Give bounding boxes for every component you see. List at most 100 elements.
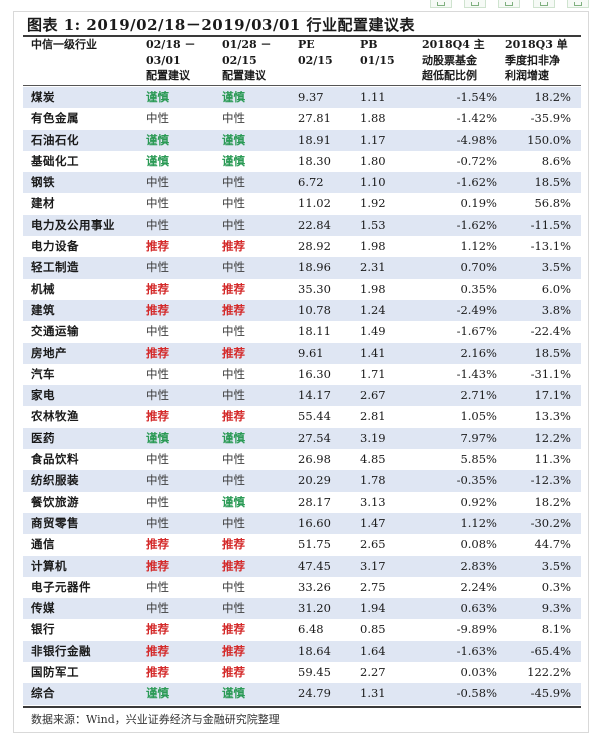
industry-cell: 电子元器件	[31, 579, 91, 594]
toolbar-button-1[interactable]	[430, 0, 453, 8]
pb-cell: 1.31	[360, 686, 386, 701]
rec-current-cell: 中性	[146, 452, 169, 467]
rec-current-cell: 推荐	[146, 239, 169, 254]
rec-current-cell: 中性	[146, 175, 169, 190]
table-row: 石油石化 谨慎 谨慎 18.91 1.17 -4.98% 150.0%	[23, 129, 581, 151]
rec-previous-cell: 推荐	[222, 281, 245, 296]
industry-cell: 钢铁	[31, 175, 55, 190]
pe-cell: 18.11	[298, 324, 331, 339]
profit-growth-cell: 11.3%	[534, 452, 571, 467]
fund-allocation-cell: 1.05%	[460, 409, 497, 424]
industry-cell: 餐饮旅游	[31, 494, 79, 509]
fund-allocation-cell: -9.89%	[456, 622, 497, 637]
rec-previous-cell: 谨慎	[222, 686, 245, 701]
rec-previous-cell: 中性	[222, 324, 245, 339]
profit-growth-cell: 56.8%	[534, 196, 571, 211]
pe-cell: 10.78	[298, 302, 331, 317]
header-pb: PB 01/15	[360, 37, 395, 85]
table-row: 银行 推荐 推荐 6.48 0.85 -9.89% 8.1%	[23, 619, 581, 640]
industry-cell: 食品饮料	[31, 452, 79, 467]
pb-cell: 1.71	[360, 366, 386, 381]
pb-cell: 1.49	[360, 324, 386, 339]
rec-previous-cell: 中性	[222, 196, 245, 211]
industry-cell: 家电	[31, 388, 55, 403]
profit-growth-cell: 18.2%	[534, 90, 571, 104]
table-row: 汽车 中性 中性 16.30 1.71 -1.43% -31.1%	[23, 364, 581, 385]
table-row: 家电 中性 中性 14.17 2.67 2.71% 17.1%	[23, 385, 581, 407]
rec-current-cell: 谨慎	[146, 132, 169, 147]
industry-cell: 轻工制造	[31, 260, 79, 275]
header-line: 2018Q4 主	[422, 38, 485, 51]
rec-current-cell: 推荐	[146, 345, 169, 360]
pe-cell: 33.26	[298, 579, 331, 594]
profit-growth-cell: 3.8%	[541, 302, 571, 317]
rec-current-cell: 中性	[146, 579, 169, 594]
toolbar-button-3[interactable]	[498, 0, 521, 8]
table-row: 传媒 中性 中性 31.20 1.94 0.63% 9.3%	[23, 598, 581, 620]
rec-current-cell: 推荐	[146, 281, 169, 296]
industry-cell: 计算机	[31, 558, 67, 573]
pb-cell: 1.98	[360, 281, 386, 296]
rec-previous-cell: 推荐	[222, 302, 245, 317]
profit-growth-cell: -45.9%	[530, 686, 571, 701]
toolbar-button-5[interactable]	[566, 0, 589, 8]
rec-current-cell: 推荐	[146, 643, 169, 658]
header-line: 03/01	[146, 53, 181, 67]
profit-growth-cell: -12.3%	[530, 473, 571, 488]
rec-current-cell: 推荐	[146, 558, 169, 573]
rec-current-cell: 中性	[146, 515, 169, 530]
rec-previous-cell: 中性	[222, 217, 245, 232]
header-line: 02/15	[222, 53, 257, 67]
pb-cell: 1.80	[360, 153, 386, 168]
header-fund-allocation: 2018Q4 主动股票基金 超低配比例	[422, 37, 485, 85]
profit-growth-cell: 3.5%	[541, 260, 571, 275]
industry-cell: 机械	[31, 281, 55, 296]
pb-cell: 1.94	[360, 601, 386, 616]
pb-cell: 1.11	[360, 90, 386, 104]
profit-growth-cell: 122.2%	[527, 665, 571, 680]
industry-cell: 建筑	[31, 302, 55, 317]
table-row: 农林牧渔 推荐 推荐 55.44 2.81 1.05% 13.3%	[23, 406, 581, 427]
rec-current-cell: 推荐	[146, 665, 169, 680]
rec-current-cell: 中性	[146, 366, 169, 381]
pe-cell: 18.64	[298, 643, 331, 658]
pb-cell: 3.17	[360, 558, 386, 573]
pe-cell: 51.75	[298, 537, 331, 552]
rec-previous-cell: 推荐	[222, 643, 245, 658]
header-line: 2018Q3 单	[505, 38, 568, 51]
table-row: 机械 推荐 推荐 35.30 1.98 0.35% 6.0%	[23, 279, 581, 300]
industry-cell: 基础化工	[31, 153, 79, 168]
table-title: 图表 1: 2019/02/18－2019/03/01 行业配置建议表	[27, 16, 416, 34]
rec-current-cell: 中性	[146, 111, 169, 126]
pe-cell: 18.96	[298, 260, 331, 275]
pb-cell: 1.64	[360, 643, 386, 658]
fund-allocation-cell: -1.63%	[456, 643, 497, 658]
pb-cell: 1.24	[360, 302, 386, 317]
profit-growth-cell: 9.3%	[541, 601, 571, 616]
header-line: PB	[360, 38, 378, 51]
rec-previous-cell: 中性	[222, 175, 245, 190]
industry-cell: 房地产	[31, 345, 67, 360]
industry-cell: 建材	[31, 196, 55, 211]
industry-cell: 汽车	[31, 366, 55, 381]
pb-cell: 2.31	[360, 260, 386, 275]
industry-cell: 医药	[31, 430, 55, 445]
toolbar-button-4[interactable]	[532, 0, 555, 8]
table-row: 轻工制造 中性 中性 18.96 2.31 0.70% 3.5%	[23, 257, 581, 279]
rec-current-cell: 推荐	[146, 409, 169, 424]
industry-cell: 煤炭	[31, 90, 55, 104]
pe-cell: 28.17	[298, 494, 331, 509]
rec-current-cell: 中性	[146, 601, 169, 616]
fund-allocation-cell: -2.49%	[456, 302, 497, 317]
pe-cell: 9.61	[298, 345, 324, 360]
table-row: 医药 谨慎 谨慎 27.54 3.19 7.97% 12.2%	[23, 427, 581, 450]
rec-current-cell: 中性	[146, 324, 169, 339]
table-row: 建材 中性 中性 11.02 1.92 0.19% 56.8%	[23, 193, 581, 214]
fund-allocation-cell: -1.42%	[456, 111, 497, 126]
header-line: 超低配比例	[422, 69, 477, 82]
pb-cell: 1.41	[360, 345, 386, 360]
pe-cell: 16.30	[298, 366, 331, 381]
profit-growth-cell: 6.0%	[541, 281, 571, 296]
toolbar-button-2[interactable]	[464, 0, 487, 8]
header-line: 配置建议	[146, 69, 190, 82]
